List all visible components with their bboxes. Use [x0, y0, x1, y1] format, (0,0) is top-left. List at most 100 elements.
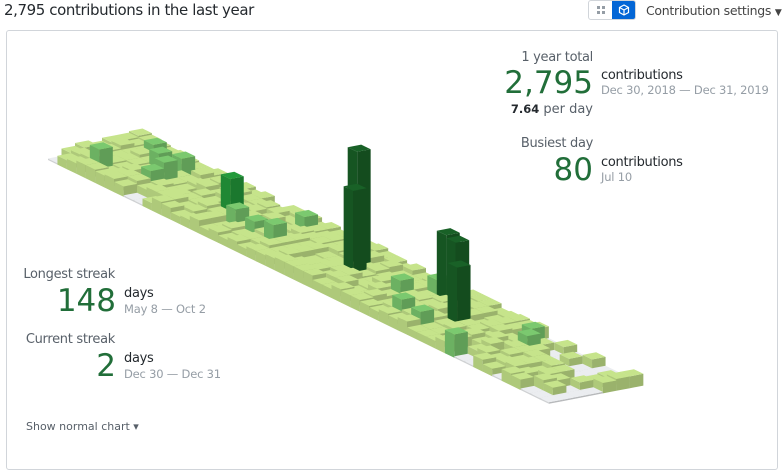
contribution-settings-dropdown[interactable]: Contribution settings ▼ — [646, 3, 782, 18]
cell-top-face — [238, 193, 262, 202]
cell-front-face — [237, 244, 247, 257]
cell-side-face — [589, 391, 603, 396]
cell-top-face — [241, 231, 264, 240]
cell-top-face — [465, 301, 489, 309]
cell-front-face — [539, 397, 549, 404]
cell-side-face — [454, 331, 468, 358]
contribution-cell — [447, 260, 471, 332]
cell-top-face — [143, 137, 167, 145]
cell-front-face — [511, 375, 521, 390]
cell-top-face — [305, 242, 329, 250]
cell-front-face — [227, 237, 237, 252]
cell-front-face — [501, 369, 512, 386]
cell-top-face — [280, 205, 304, 213]
cell-front-face — [85, 165, 96, 183]
cell-top-face — [416, 329, 440, 337]
busiest-day-label: Busiest day — [520, 136, 593, 151]
cell-top-face — [262, 211, 286, 220]
cell-top-face — [104, 171, 128, 179]
cell-top-face — [295, 209, 318, 218]
cell-top-face — [149, 146, 173, 154]
busiest-day-unit: contributions — [601, 155, 683, 170]
cell-top-face — [507, 314, 530, 322]
cell-side-face — [575, 394, 590, 399]
cell-top-face — [477, 345, 501, 353]
cell-front-face — [482, 364, 493, 377]
squares-grid-view-button[interactable] — [589, 1, 612, 19]
cell-front-face — [388, 315, 398, 331]
view-toggle — [588, 0, 636, 20]
cell-top-face — [323, 233, 347, 241]
cell-top-face — [243, 204, 267, 212]
contribution-cell — [343, 183, 367, 281]
cell-top-face — [501, 366, 525, 374]
contributions-heading: 2,795 contributions in the last year — [4, 1, 254, 19]
cell-top-face — [469, 294, 493, 302]
cell-top-face — [420, 322, 444, 330]
cell-front-face — [48, 158, 58, 165]
cell-top-face — [259, 238, 283, 246]
cell-top-face — [293, 263, 317, 271]
cell-top-face — [201, 195, 225, 204]
cell-top-face — [184, 204, 208, 212]
cell-front-face — [378, 309, 389, 326]
current-streak-label: Current streak — [25, 332, 115, 347]
cell-top-face — [189, 213, 213, 221]
cell-front-face — [95, 171, 105, 188]
cell-top-face — [384, 255, 408, 263]
cell-top-face — [169, 187, 193, 196]
cell-top-face — [208, 225, 232, 233]
cell-top-face — [377, 289, 401, 297]
cell-top-face — [578, 368, 602, 376]
cell-top-face — [335, 274, 359, 283]
cell-top-face — [141, 163, 165, 172]
cell-top-face — [582, 352, 606, 360]
current-streak-unit: days — [124, 351, 154, 366]
cell-top-face — [413, 289, 437, 298]
cell-front-face — [180, 215, 190, 229]
cell-top-face — [315, 251, 339, 259]
cell-front-face — [554, 342, 564, 356]
cell-top-face — [226, 202, 250, 210]
cell-front-face — [369, 307, 379, 321]
cell-top-face — [164, 177, 188, 185]
settings-label: Contribution settings — [646, 3, 772, 18]
cell-top-face — [593, 375, 617, 384]
cell-top-face — [300, 231, 324, 239]
cell-top-face — [529, 390, 553, 398]
cell-top-face — [297, 258, 321, 266]
cell-top-face — [246, 243, 270, 251]
cell-top-face — [304, 224, 328, 232]
cell-front-face — [218, 235, 228, 248]
cell-top-face — [204, 168, 228, 176]
year-total-value: 2,795 — [504, 65, 593, 101]
cell-top-face — [320, 260, 344, 268]
cell-top-face — [150, 178, 174, 186]
cell-top-face — [500, 347, 524, 355]
cell-front-face — [322, 284, 332, 298]
cell-top-face — [485, 331, 509, 339]
cell-top-face — [192, 188, 216, 196]
cell-top-face — [606, 371, 630, 379]
cell-top-face — [551, 364, 575, 372]
cell-top-face — [343, 183, 367, 191]
cube-view-button[interactable] — [612, 1, 635, 19]
cell-top-face — [392, 292, 416, 300]
cell-front-face — [284, 261, 294, 280]
busiest-day-date: Jul 10 — [601, 170, 632, 184]
cell-top-face — [547, 373, 571, 381]
cell-top-face — [436, 228, 460, 236]
cell-front-face — [170, 212, 181, 225]
cell-top-face — [515, 366, 539, 374]
show-normal-chart-link[interactable]: Show normal chart ▾ — [26, 420, 139, 433]
cell-top-face — [481, 336, 505, 344]
cell-top-face — [126, 157, 150, 165]
cell-top-face — [266, 206, 290, 214]
longest-streak-value: 148 — [56, 283, 116, 319]
cell-side-face — [562, 397, 576, 402]
cell-front-face — [274, 257, 285, 275]
cell-front-face — [473, 355, 483, 372]
current-streak-range: Dec 30 — Dec 31 — [124, 367, 221, 381]
cell-top-face — [359, 298, 383, 307]
